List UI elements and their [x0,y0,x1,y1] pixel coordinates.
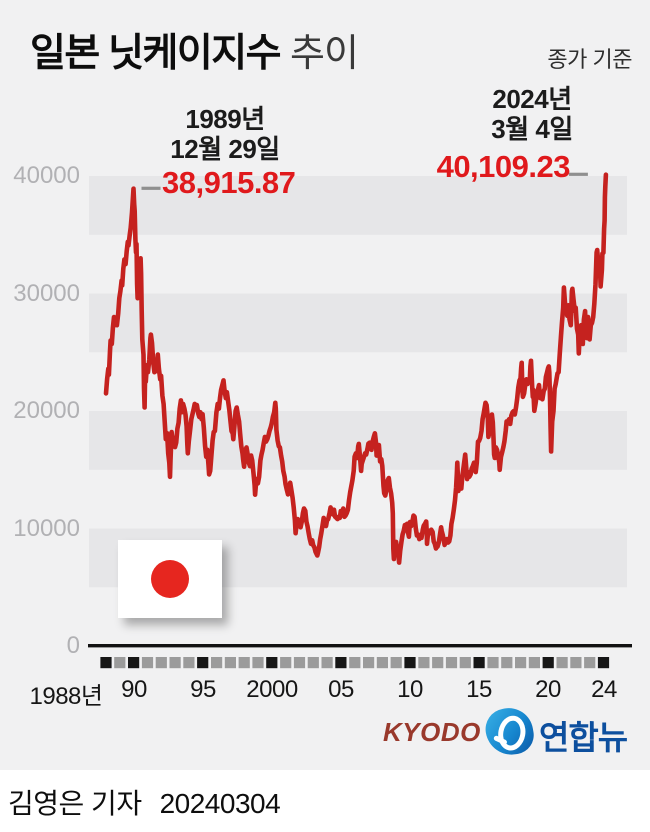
japan-flag [118,540,222,618]
x-tick-label: 10 [397,676,423,703]
x-tick-label: 24 [591,676,617,703]
closing-price-note: 종가 기준 [547,47,632,72]
annotation-2024-date: 3월 4일 [491,114,573,144]
byline: 김영은 기자 20240304 [8,782,281,822]
y-tick-label: 40000 [13,162,80,189]
annotation-1989-value: 38,915.87 [162,165,296,200]
reporter-name: 김영은 기자 [8,788,142,819]
japan-flag-sun-icon [151,560,189,598]
kyodo-logo: KYODO [383,717,481,747]
x-tick-label: 20 [535,676,561,703]
footer-strip: 김영은 기자 20240304 [0,770,650,832]
y-tick-label: 10000 [13,515,80,542]
x-tick-label: 15 [466,676,492,703]
annotation-2024-year: 2024년 [492,84,572,114]
y-tick-label: 30000 [13,280,80,307]
y-tick-label: 0 [66,632,80,659]
x-tick-label: 1988년 [29,683,103,710]
x-tick-label: 05 [328,676,354,703]
x-tick-label: 90 [121,676,147,703]
annotation-2024-value: 40,109.23 [436,149,571,184]
y-tick-label: 20000 [13,397,80,424]
annotation-1989-year: 1989년 [185,104,265,134]
x-tick-label: 95 [190,676,216,703]
annotation-1989-date: 12월 29일 [170,134,280,164]
title-strong: 일본 닛케이지수 [30,32,282,75]
publish-date: 20240304 [159,788,281,819]
x-tick-label: 2000 [246,676,298,703]
page-title: 일본 닛케이지수 추이 [30,22,359,78]
title-light: 추이 [290,33,359,75]
